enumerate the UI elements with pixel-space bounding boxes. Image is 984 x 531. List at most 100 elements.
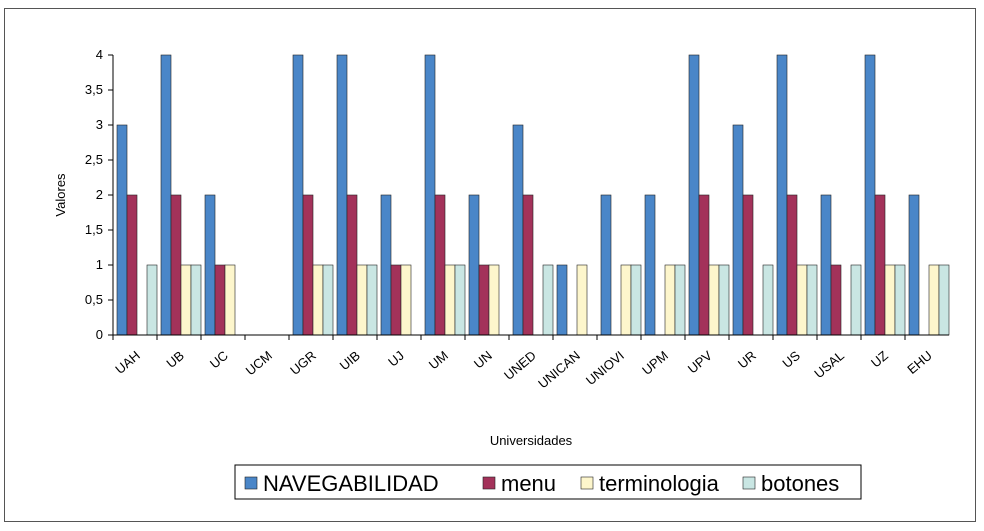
bar-terminologia-ub [180,264,192,336]
bar-menu-um [434,194,446,336]
bar-menu-uz [874,194,886,336]
bar-navegabilidad-uz [864,54,876,336]
bar-menu-uc [214,264,226,336]
bar-menu-uah [126,194,138,336]
bar-botones-uned [542,264,554,336]
bar-botones-uah [146,264,158,336]
bar-terminologia-uc [224,264,236,336]
bar-menu-un [478,264,490,336]
bar-navegabilidad-unican [556,264,568,336]
bar-navegabilidad-ugr [292,54,304,336]
y-tick-label: 0,5 [85,292,103,307]
bar-menu-uj [390,264,402,336]
x-tick-label: UM [426,348,451,372]
x-tick-label: UNED [501,348,539,383]
y-tick-label: 2 [96,187,103,202]
y-tick-label: 4 [96,47,103,62]
bar-terminologia-uib [356,264,368,336]
bar-navegabilidad-upm [644,194,656,336]
bar-menu-uib [346,194,358,336]
x-tick-label: UN [471,348,495,372]
bar-botones-uniovi [630,264,642,336]
chart-frame: 0 0,5 1 1,5 2 2,5 3 3,5 4 UAH UB UC UCM UGR UIB UJ UM UN… [4,8,976,522]
x-tick-label: UCM [243,348,275,379]
legend-box [234,464,862,500]
x-tick-label: UZ [868,348,891,371]
x-tick-label: UNICAN [535,348,583,392]
y-tick-label: 1 [96,257,103,272]
bar-menu-ub [170,194,182,336]
bar-navegabilidad-uniovi [600,194,612,336]
x-tick-label: UAH [112,348,143,377]
x-tick-label: UPV [685,348,715,377]
bar-terminologia-upm [664,264,676,336]
x-tick-label: UR [735,348,759,372]
y-tick-label: 3,5 [85,82,103,97]
bar-terminologia-unican [576,264,588,336]
bar-navegabilidad-ur [732,124,744,336]
bar-navegabilidad-upv [688,54,700,336]
bar-terminologia-uj [400,264,412,336]
bar-terminologia-ehu [928,264,940,336]
bar-navegabilidad-un [468,194,480,336]
x-tick-label: UJ [385,348,407,370]
legend: NAVEGABILIDAD menu terminologia botones [234,464,862,500]
legend-label-botones: botones [761,471,839,496]
legend-label-menu: menu [501,471,556,496]
bar-botones-us [806,264,818,336]
bar-navegabilidad-uj [380,194,392,336]
y-tick-label: 3 [96,117,103,132]
x-tick-label: UPM [639,348,671,378]
bar-navegabilidad-usal [820,194,832,336]
bar-navegabilidad-uah [116,124,128,336]
bar-navegabilidad-um [424,54,436,336]
x-axis-title: Universidades [490,433,573,448]
bar-navegabilidad-uc [204,194,216,336]
bar-terminologia-us [796,264,808,336]
bar-botones-ub [190,264,202,336]
bar-menu-ur [742,194,754,336]
bar-terminologia-upv [708,264,720,336]
y-tick-label: 2,5 [85,152,103,167]
y-tick-label: 0 [96,327,103,342]
x-tick-label: UIB [337,348,363,373]
bar-terminologia-un [488,264,500,336]
x-tick-label: UB [163,348,186,371]
bar-menu-uned [522,194,534,336]
bar-botones-ehu [938,264,950,336]
bars [116,54,950,336]
bar-navegabilidad-us [776,54,788,336]
bar-menu-us [786,194,798,336]
y-axis-title: Valores [53,173,68,217]
bar-navegabilidad-ehu [908,194,920,336]
bar-navegabilidad-ub [160,54,172,336]
bar-navegabilidad-uned [512,124,524,336]
bar-terminologia-uniovi [620,264,632,336]
legend-swatch-navegabilidad [244,476,258,490]
bar-botones-uz [894,264,906,336]
y-axis: 0 0,5 1 1,5 2 2,5 3 3,5 4 [85,47,114,342]
x-tick-label: EHU [904,348,935,377]
y-tick-label: 1,5 [85,222,103,237]
bar-terminologia-um [444,264,456,336]
bar-botones-ur [762,264,774,336]
x-tick-label: US [779,348,803,371]
legend-label-navegabilidad: NAVEGABILIDAD [263,471,439,496]
bar-navegabilidad-uib [336,54,348,336]
legend-swatch-terminologia [580,476,594,490]
bar-botones-um [454,264,466,336]
bar-menu-ugr [302,194,314,336]
legend-swatch-botones [742,476,756,490]
x-tick-label: USAL [811,348,847,381]
x-tick-label: UGR [287,348,319,378]
bar-botones-uib [366,264,378,336]
bar-botones-ugr [322,264,334,336]
x-tick-label: UC [207,348,231,372]
bar-terminologia-uz [884,264,896,336]
legend-label-terminologia: terminologia [599,471,720,496]
bar-botones-upm [674,264,686,336]
legend-swatch-menu [482,476,496,490]
bar-terminologia-ugr [312,264,324,336]
bar-botones-usal [850,264,862,336]
